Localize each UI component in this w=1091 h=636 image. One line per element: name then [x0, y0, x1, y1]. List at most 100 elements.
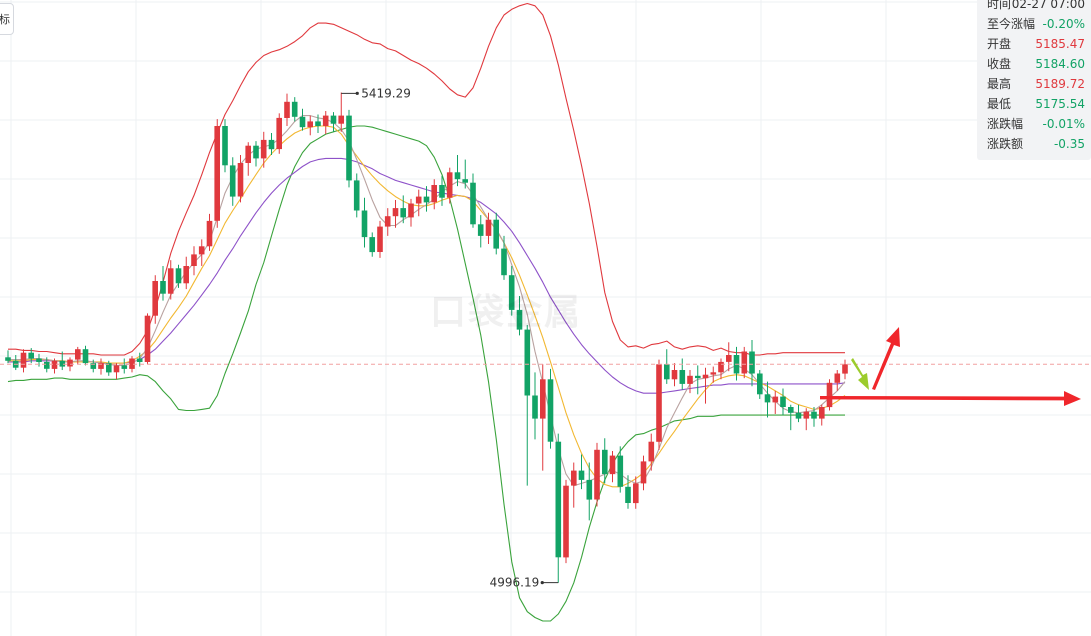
candle [555, 433, 562, 583]
candle [446, 167, 453, 204]
candle [113, 363, 120, 380]
candle [656, 359, 662, 450]
candle-body [571, 470, 577, 486]
candle-body [842, 364, 848, 374]
candle [687, 370, 693, 394]
candle-body [485, 219, 492, 236]
candle-body [214, 126, 220, 221]
candle-body [617, 455, 624, 487]
candle-body [322, 115, 329, 126]
candle-body [602, 449, 608, 475]
candle-body [648, 441, 655, 462]
candle [532, 372, 538, 440]
candle-body [477, 224, 484, 236]
candle [679, 358, 686, 390]
candle-body [780, 396, 786, 407]
candle-body [462, 179, 468, 183]
candle [702, 367, 709, 404]
candle-body [671, 370, 678, 380]
candle [369, 232, 375, 257]
indicator-toggle-button[interactable]: 标 [0, 3, 14, 35]
candle [121, 358, 128, 374]
candle [415, 189, 422, 217]
candle-body [547, 379, 554, 442]
candle-body [284, 101, 290, 118]
candle-body [377, 226, 383, 252]
info-value: -0.35 [1053, 137, 1085, 151]
candle-body [470, 182, 476, 225]
candle-body [245, 145, 251, 163]
candle [803, 408, 810, 431]
candle-body [152, 281, 158, 316]
candle [400, 195, 406, 224]
info-value: 5185.47 [1035, 37, 1085, 51]
candle [586, 462, 593, 521]
candle [90, 359, 97, 373]
info-value: 5184.60 [1035, 57, 1085, 71]
candle-body [764, 394, 771, 403]
candle [547, 368, 554, 449]
candle-body [253, 145, 259, 159]
high-price-label: 5419.29 [361, 86, 411, 100]
candle [772, 390, 779, 414]
candle [795, 404, 802, 423]
info-value: 5189.72 [1035, 77, 1085, 91]
candle-body [656, 364, 662, 442]
bollinger-lower-line [7, 125, 845, 622]
candle-body [563, 485, 569, 558]
candle [346, 109, 352, 188]
candle [594, 442, 600, 507]
candle-body [749, 351, 755, 374]
candle-body [454, 172, 461, 180]
candle [423, 186, 430, 212]
candle [284, 93, 290, 127]
info-row: 至今涨幅 -0.20% [987, 14, 1087, 34]
candle [811, 407, 817, 427]
candle [229, 157, 236, 206]
candle [338, 92, 344, 132]
info-label: 涨跌额 [987, 137, 1024, 151]
candle-body [741, 351, 748, 374]
candle-body [160, 281, 166, 294]
candle [136, 352, 143, 367]
candle [291, 97, 298, 122]
candle-body [710, 372, 717, 375]
candle [307, 115, 313, 136]
candle [431, 179, 437, 210]
candle-body [198, 246, 205, 255]
info-row: 时间 02-27 07:00 [987, 0, 1087, 14]
candle-body [555, 441, 562, 558]
candle [501, 235, 507, 280]
candle [764, 381, 771, 418]
info-row: 最低 5175.54 [987, 94, 1087, 114]
candle-body [206, 220, 213, 247]
candle [633, 476, 639, 509]
candle [152, 275, 158, 324]
candle [625, 475, 631, 509]
candle-body [508, 275, 515, 310]
candles [5, 92, 848, 583]
candle-body [493, 219, 499, 249]
info-row: 涨跌额 -0.35 [987, 134, 1087, 154]
candle [129, 356, 135, 373]
candle-body [276, 117, 282, 150]
candle [516, 296, 523, 336]
candle [664, 349, 670, 384]
candle-body [664, 364, 670, 380]
candle [361, 197, 368, 248]
candle [788, 404, 794, 431]
candle-body [369, 237, 375, 253]
candle-body [384, 216, 391, 227]
info-row: 涨跌幅 -0.01% [987, 114, 1087, 134]
candle [842, 359, 848, 380]
candle [5, 350, 11, 364]
high-marker-dot [355, 91, 359, 95]
annotations: 5419.29 4996.19 [0, 86, 1091, 590]
horizontal-arrow-right [820, 391, 1081, 406]
candle-body [633, 483, 639, 504]
candle [183, 256, 189, 290]
candle [408, 198, 414, 227]
candle-body [392, 208, 399, 217]
